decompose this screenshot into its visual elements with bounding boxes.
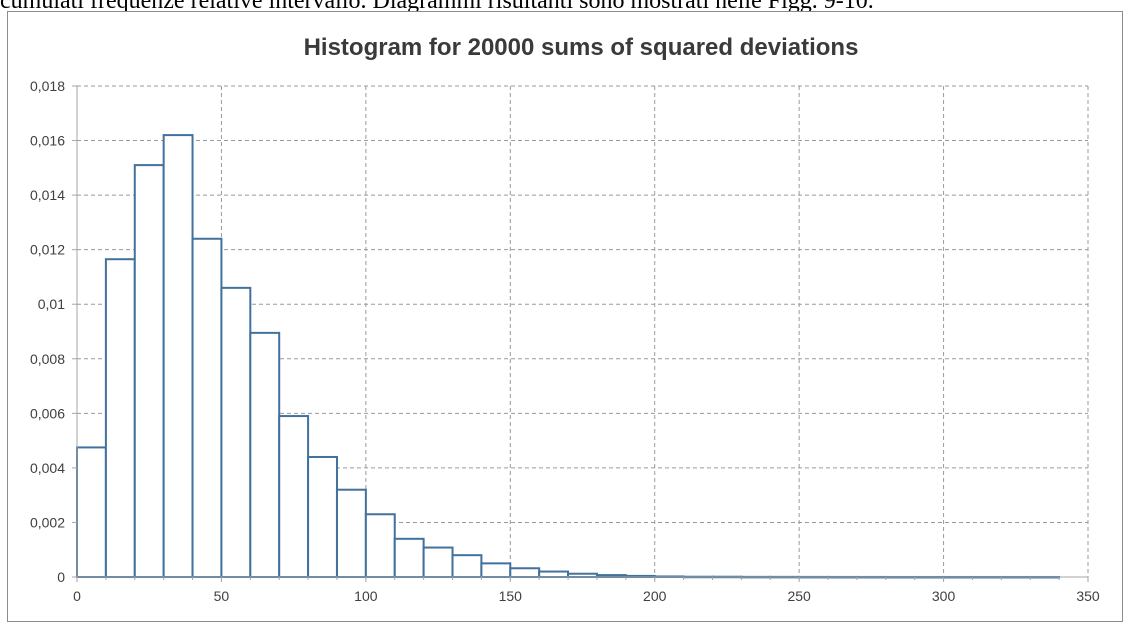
histogram-bar <box>422 546 454 578</box>
y-tick-label: 0,016 <box>30 133 65 149</box>
axes <box>72 85 1089 582</box>
y-tick-label: 0,01 <box>38 296 65 312</box>
histogram-bar <box>220 286 252 578</box>
histogram-bar <box>76 446 107 578</box>
y-tick-label: 0,006 <box>30 405 65 421</box>
histogram-bar <box>393 537 425 578</box>
x-tick-label: 200 <box>643 588 667 604</box>
y-tick-label: 0,018 <box>30 78 65 94</box>
histogram-bar <box>364 513 396 578</box>
histogram-bar <box>249 331 281 578</box>
histogram-bar <box>480 562 512 578</box>
y-tick-label: 0,014 <box>30 187 65 203</box>
histogram-bar <box>451 554 483 579</box>
y-tick-label: 0,004 <box>30 460 65 476</box>
histogram-bar <box>538 570 570 578</box>
chart-title: Histogram for 20000 sums of squared devi… <box>304 34 859 61</box>
histogram-bar <box>133 164 165 578</box>
histogram-bar <box>191 237 223 578</box>
histogram-bar <box>509 567 541 579</box>
y-tick-label: 0,008 <box>30 351 65 367</box>
x-tick-label: 100 <box>354 588 378 604</box>
x-tick-label: 0 <box>73 588 81 604</box>
histogram-bar <box>335 488 367 579</box>
histogram-bar <box>307 455 338 579</box>
histogram-bar <box>104 258 136 578</box>
x-axis-tick-labels: 0 50 100 150 200 250 300 350 <box>73 588 1100 604</box>
document-text-line: cumulati frequenze relative intervallo. … <box>0 0 1131 11</box>
y-axis-tick-labels: 0 0,002 0,004 0,006 0,008 0,01 0,012 0,014 0,016… <box>30 78 65 585</box>
histogram-bar <box>278 415 310 578</box>
histogram-bar <box>162 134 194 578</box>
y-tick-label: 0,012 <box>30 242 65 258</box>
y-tick-label: 0,002 <box>30 514 65 530</box>
x-tick-label: 50 <box>214 588 230 604</box>
x-tick-label: 350 <box>1076 588 1100 604</box>
x-tick-label: 300 <box>932 588 956 604</box>
x-tick-label: 250 <box>787 588 811 604</box>
y-tick-label: 0 <box>57 569 65 585</box>
x-tick-label: 150 <box>499 588 523 604</box>
histogram-bars <box>76 134 1061 579</box>
